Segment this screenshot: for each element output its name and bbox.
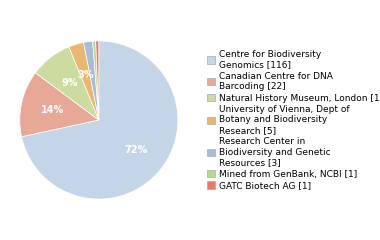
Text: 72%: 72% [124, 145, 147, 155]
Wedge shape [20, 73, 99, 137]
Wedge shape [35, 47, 99, 120]
Wedge shape [84, 41, 99, 120]
Legend: Centre for Biodiversity
Genomics [116], Canadian Centre for DNA
Barcoding [22], : Centre for Biodiversity Genomics [116], … [206, 49, 380, 191]
Wedge shape [22, 41, 178, 199]
Wedge shape [96, 41, 99, 120]
Text: 9%: 9% [62, 78, 78, 88]
Text: 3%: 3% [77, 70, 93, 80]
Text: 14%: 14% [41, 105, 64, 115]
Wedge shape [69, 42, 99, 120]
Wedge shape [93, 41, 99, 120]
